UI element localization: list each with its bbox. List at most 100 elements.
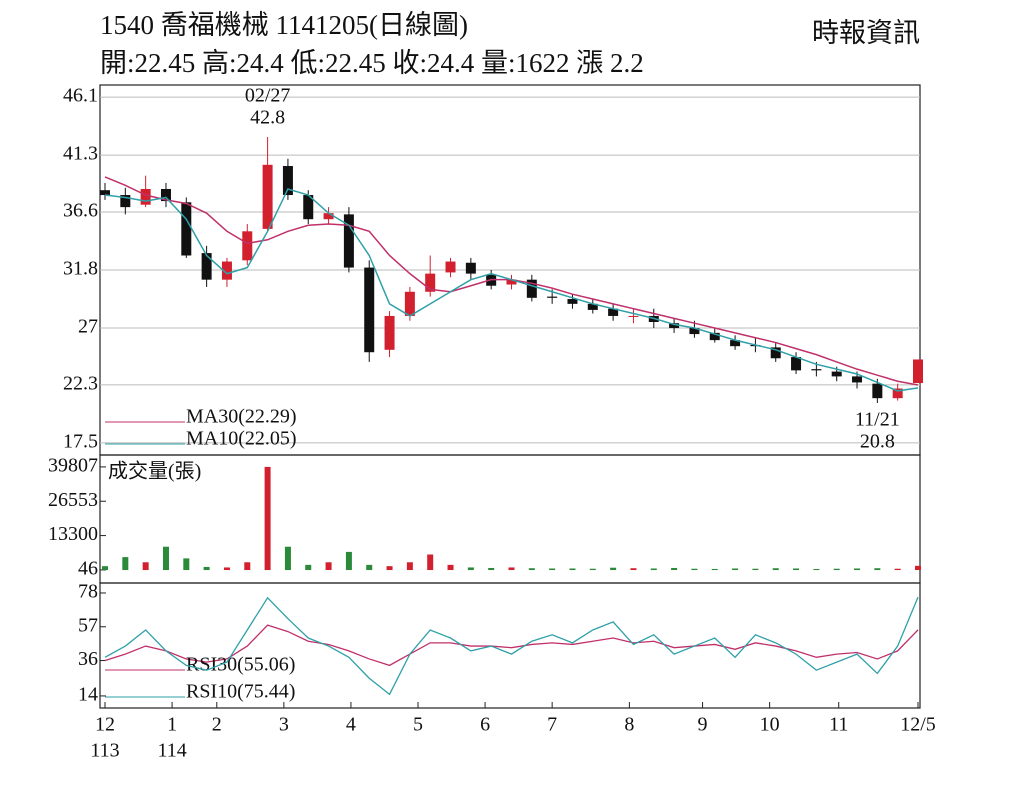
x-tick-label: 12 [95,714,115,736]
y-tick-label: 22.3 [63,372,98,394]
volume-bar [813,569,820,571]
x-tick-label: 6 [480,714,490,736]
volume-bar [793,568,800,571]
volume-bar [650,568,657,571]
volume-bar [345,551,352,571]
y-tick-label: 46 [78,558,98,580]
x-tick-label: 11 [829,714,848,736]
volume-bar [244,562,251,571]
candle-body [587,303,598,310]
y-tick-label: 26553 [48,489,98,511]
candle-body [852,376,863,383]
panel-frame [99,454,921,584]
rsi-line [104,624,919,667]
source: 時報資訊 [812,18,920,48]
legend-label: MA30(22.29) [186,406,297,428]
x-tick-label: 7 [547,714,557,736]
volume-bar [366,564,373,571]
volume-bar [264,466,271,571]
annotation-value: 20.8 [860,431,895,453]
volume-bar [732,568,739,571]
candle-body [384,315,395,350]
candle-body [547,296,558,298]
x-tick-label: 8 [624,714,634,736]
volume-bar [610,567,617,571]
candle-body [140,188,151,205]
candle-body [221,261,232,280]
candle-body [913,359,923,384]
volume-bar [142,562,149,571]
volume-bar [427,554,434,571]
y-tick-label: 57 [78,614,98,636]
candle-body [262,164,273,229]
volume-bar [772,568,779,571]
candle-body [526,279,537,298]
candle-body [892,388,903,399]
x-tick-label: 3 [279,714,289,736]
candle-body [181,202,192,256]
candle-body [506,279,517,285]
volume-bar [691,568,698,571]
volume-bar [386,566,393,571]
y-tick-label: 78 [78,581,98,603]
volume-bar [183,558,190,571]
volume-bar [203,566,210,571]
candle-body [303,195,314,220]
quote-info: 開:22.45 高:24.4 低:22.45 收:24.4 量:1622 漲 2… [100,48,644,78]
y-tick-label: 46.1 [63,85,98,107]
volume-bar [447,564,454,571]
volume-bar [569,568,576,571]
candle-body [160,188,171,202]
volume-bar [589,568,596,571]
annotation-date: 11/21 [855,409,900,431]
candle-body [791,357,802,371]
x-tick-label: 4 [346,714,356,736]
x-tick-label: 12/5 [900,714,936,736]
x-tick-label: 9 [698,714,708,736]
legend-label: MA10(22.05) [186,428,297,450]
rsi-line [104,596,919,696]
x-tick-label: 2 [212,714,222,736]
volume-bar [630,568,637,571]
candle-body [120,195,131,208]
y-tick-label: 41.3 [63,143,98,165]
year-label: 114 [157,740,186,762]
y-tick-label: 17.5 [63,431,98,453]
y-tick-label: 31.8 [63,258,98,280]
candle-body [425,273,436,292]
volume-bar [915,565,921,571]
volume-bar [854,568,861,571]
candle-body [811,369,822,371]
x-tick-label: 10 [760,714,780,736]
y-tick-label: 36 [78,648,98,670]
x-tick-label: 1 [167,714,177,736]
ma-line [104,188,919,392]
y-tick-label: 36.6 [63,200,98,222]
volume-bar [752,568,759,571]
candle-body [100,190,110,196]
legend-label: RSI30(55.06) [186,654,295,676]
annotation-value: 42.8 [250,107,285,129]
volume-bar [488,567,495,571]
volume-bar [284,546,291,571]
volume-bar [223,567,230,571]
candle-body [770,347,781,359]
volume-bar [406,562,413,571]
volume-bar [671,567,678,571]
candle-body [343,214,354,268]
volume-bar [325,562,332,571]
candle-body [608,308,619,316]
candle-body [201,253,212,280]
candle-body [730,340,741,347]
volume-bar [305,564,312,571]
volume-bar [162,546,169,571]
candle-body [282,166,293,196]
candle-body [831,371,842,377]
volume-bar [102,566,108,571]
y-tick-label: 39807 [48,454,98,476]
volume-bar [874,568,881,571]
volume-bar [122,557,129,571]
candle-body [445,261,456,273]
legend-label: RSI10(75.44) [186,681,295,703]
